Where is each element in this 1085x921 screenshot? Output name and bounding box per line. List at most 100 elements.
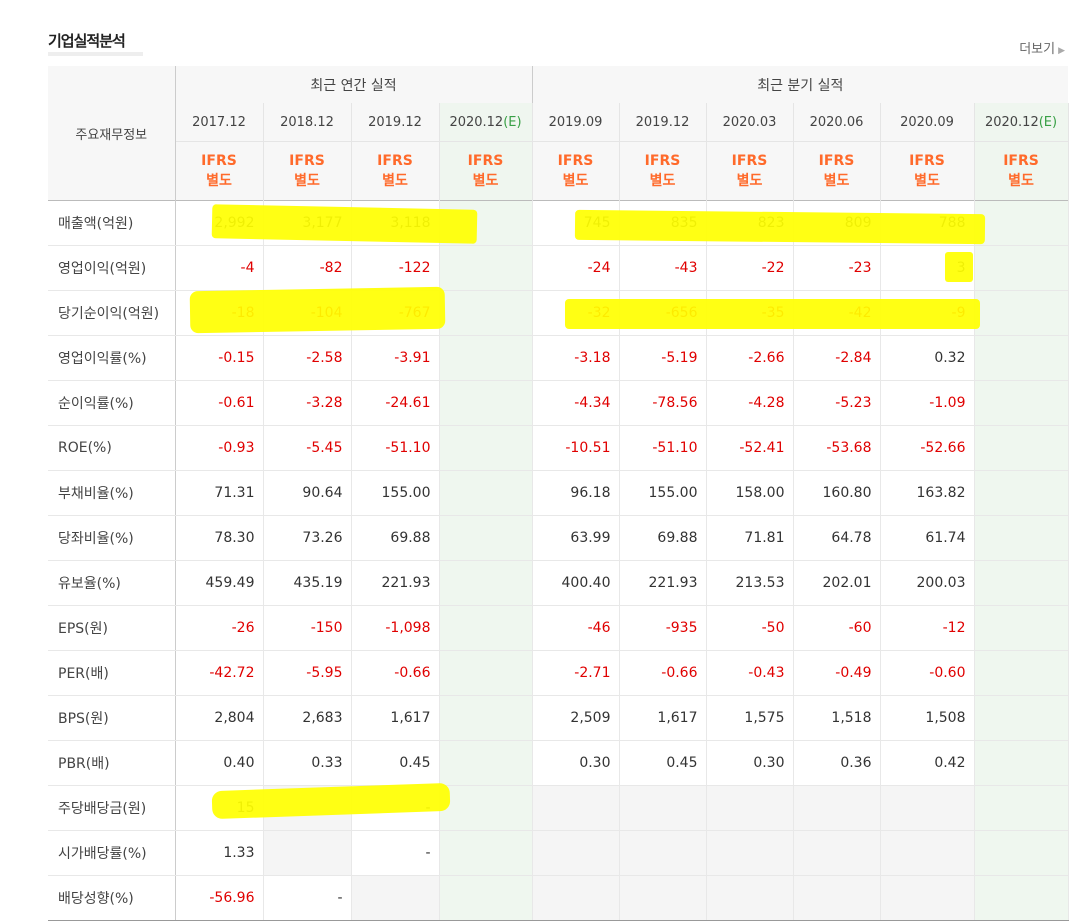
ifrs-label: IFRS 별도 <box>351 141 440 201</box>
value-cell: 158.00 <box>706 470 794 516</box>
highlight-mark <box>189 286 446 334</box>
value-cell <box>974 200 1069 246</box>
value-cell: 0.30 <box>706 740 794 786</box>
value-cell: -0.66 <box>351 650 440 696</box>
value-cell: 71.81 <box>706 515 794 561</box>
value-cell <box>974 380 1069 426</box>
table-row: 영업이익률(%) -0.15 -2.58 -3.91 -3.18 -5.19 -2.66 -2… <box>48 335 1069 381</box>
value-cell: 2,804 <box>175 695 264 741</box>
value-cell: -23 <box>793 245 881 291</box>
value-cell: -0.15 <box>175 335 264 381</box>
value-cell: 1,617 <box>619 695 707 741</box>
value-cell <box>880 785 975 831</box>
value-cell: 90.64 <box>263 470 352 516</box>
value-cell <box>439 605 533 651</box>
value-cell: -5.45 <box>263 425 352 471</box>
value-cell: -3.18 <box>531 335 620 381</box>
value-cell <box>439 785 533 831</box>
value-cell: 78.30 <box>175 515 264 561</box>
value-cell: 1,508 <box>880 695 975 741</box>
table-row: 주당배당금(원)15- <box>48 785 1069 831</box>
table-row: 부채비율(%) 71.31 90.64 155.00 96.18 155.00 158.00… <box>48 470 1069 516</box>
ifrs-scope: 별도 <box>914 173 940 189</box>
value-cell <box>619 785 707 831</box>
ifrs-label: IFRS 별도 <box>793 141 881 201</box>
period-header: 2019.12 <box>619 103 707 142</box>
value-cell: -122 <box>351 245 440 291</box>
row-label: 부채비율(%) <box>48 470 176 516</box>
value-cell: -0.93 <box>175 425 264 471</box>
period-header: 2019.12 <box>351 103 440 142</box>
value-cell: 73.26 <box>263 515 352 561</box>
value-cell: -53.68 <box>793 425 881 471</box>
value-cell: - <box>263 875 352 921</box>
value-cell <box>439 335 533 381</box>
value-cell: -5.19 <box>619 335 707 381</box>
value-cell <box>974 650 1069 696</box>
value-cell <box>793 785 881 831</box>
value-cell: 213.53 <box>706 560 794 606</box>
more-label: 더보기 <box>1019 42 1056 57</box>
ifrs-standard: IFRS <box>818 153 855 169</box>
value-cell: -2.58 <box>263 335 352 381</box>
value-cell: 0.45 <box>619 740 707 786</box>
value-cell: -42.72 <box>175 650 264 696</box>
value-cell <box>263 830 352 876</box>
row-label: 순이익률(%) <box>48 380 176 426</box>
value-cell <box>439 650 533 696</box>
period-header-row: 2017.12 2018.12 2019.12 2020.12(E) 2019.09 20… <box>48 103 1069 142</box>
value-cell: -0.61 <box>175 380 264 426</box>
value-cell: - <box>351 830 440 876</box>
value-cell: 0.45 <box>351 740 440 786</box>
value-cell: -0.49 <box>793 650 881 696</box>
value-cell: 435.19 <box>263 560 352 606</box>
row-label: PBR(배) <box>48 740 176 786</box>
value-cell: -1.09 <box>880 380 975 426</box>
value-cell: 221.93 <box>351 560 440 606</box>
value-cell: -4.28 <box>706 380 794 426</box>
value-cell: -78.56 <box>619 380 707 426</box>
ifrs-scope: 별도 <box>1008 173 1034 189</box>
value-cell: -0.66 <box>619 650 707 696</box>
value-cell: 155.00 <box>619 470 707 516</box>
period-header: 2020.06 <box>793 103 881 142</box>
value-cell: 0.42 <box>880 740 975 786</box>
value-cell <box>974 740 1069 786</box>
quarter-group-header: 최근 분기 실적 <box>531 66 1069 103</box>
value-cell: -12 <box>880 605 975 651</box>
value-cell <box>439 425 533 471</box>
ifrs-label: IFRS 별도 <box>439 141 533 201</box>
row-label: 영업이익률(%) <box>48 335 176 381</box>
value-cell <box>619 875 707 921</box>
value-cell: -4 <box>175 245 264 291</box>
value-cell <box>974 515 1069 561</box>
value-cell: -60 <box>793 605 881 651</box>
table-row: 배당성향(%) -56.96- <box>48 875 1069 921</box>
ifrs-standard: IFRS <box>201 153 237 169</box>
value-cell: 63.99 <box>531 515 620 561</box>
value-cell <box>706 875 794 921</box>
value-cell: -150 <box>263 605 352 651</box>
row-label: EPS(원) <box>48 605 176 651</box>
table-row: PBR(배) 0.40 0.33 0.45 0.30 0.45 0.30 0.36 0.42 <box>48 740 1069 786</box>
value-cell: 64.78 <box>793 515 881 561</box>
row-label: 시가배당률(%) <box>48 830 176 876</box>
value-cell <box>974 560 1069 606</box>
value-cell: -0.60 <box>880 650 975 696</box>
more-link[interactable]: 더보기 ▶ <box>1019 38 1065 57</box>
value-cell: -5.95 <box>263 650 352 696</box>
value-cell: 1,617 <box>351 695 440 741</box>
annual-group-header: 최근 연간 실적 <box>175 66 532 103</box>
row-label: 유보율(%) <box>48 560 176 606</box>
ifrs-standard: IFRS <box>1003 153 1039 169</box>
table-row: 당좌비율(%) 78.30 73.26 69.88 63.99 69.88 71.81 64.… <box>48 515 1069 561</box>
ifrs-standard: IFRS <box>644 153 681 169</box>
value-cell <box>531 875 620 921</box>
value-cell <box>974 785 1069 831</box>
value-cell: 155.00 <box>351 470 440 516</box>
value-cell: -50 <box>706 605 794 651</box>
table-row: BPS(원) 2,804 2,683 1,617 2,509 1,617 1,575 1,51… <box>48 695 1069 741</box>
value-cell <box>439 380 533 426</box>
period-label: 2019.09 <box>548 114 603 130</box>
value-cell: 0.36 <box>793 740 881 786</box>
